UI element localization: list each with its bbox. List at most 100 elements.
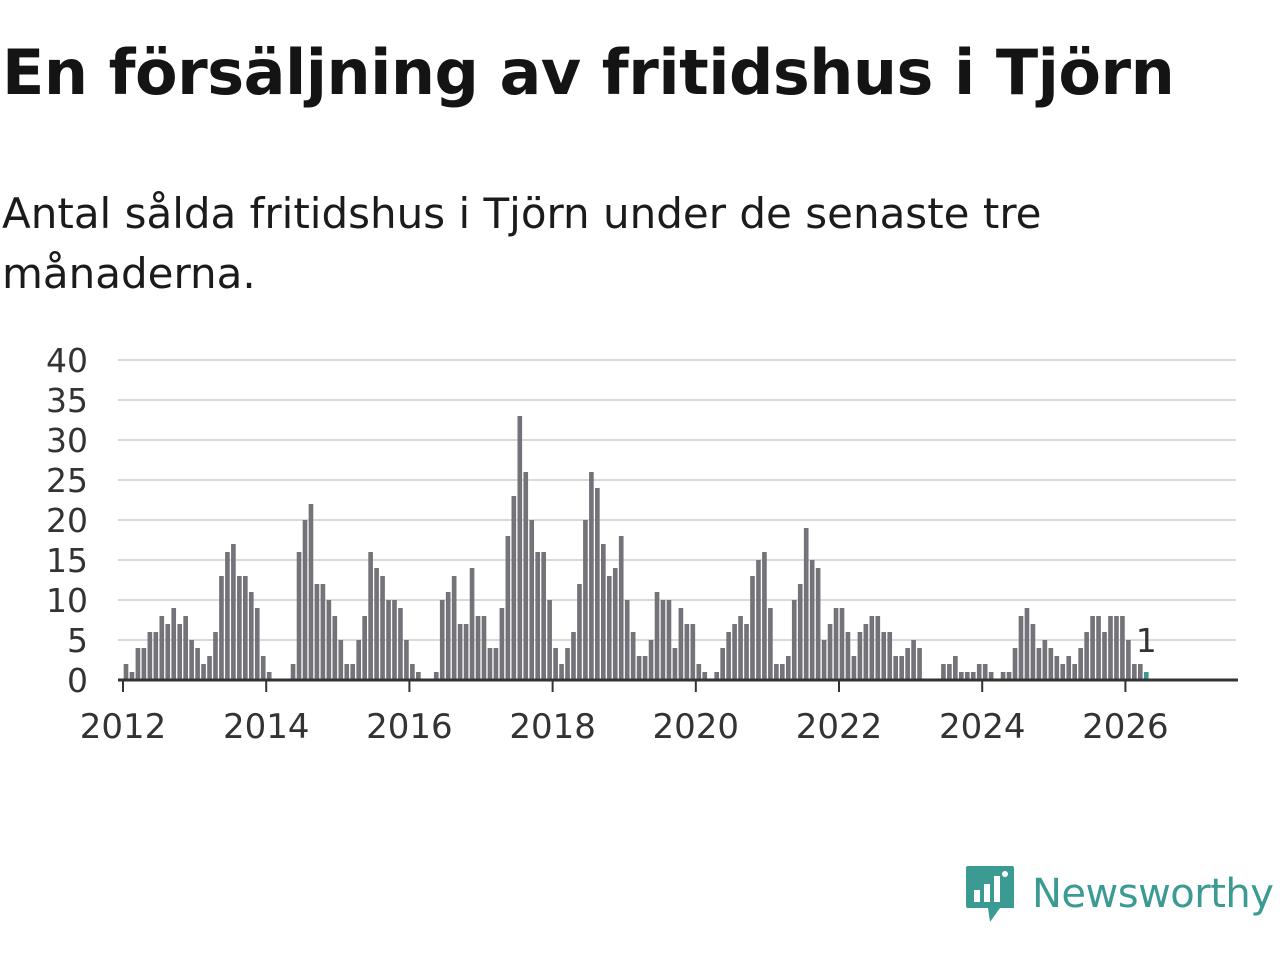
bar (875, 616, 881, 680)
bar (1066, 656, 1072, 680)
bar (147, 632, 153, 680)
chart-title: En försäljning av fritidshus i Tjörn (2, 36, 1175, 109)
bar (213, 632, 218, 680)
bar (756, 560, 761, 680)
bar (153, 632, 159, 680)
bar (1132, 664, 1137, 680)
bar (248, 592, 254, 680)
bar (589, 472, 594, 680)
bar (553, 648, 558, 680)
x-tick-label: 2026 (1082, 707, 1169, 747)
bar (833, 608, 839, 680)
bar (231, 544, 236, 680)
bar (481, 616, 487, 680)
newsworthy-logo: Newsworthy (964, 864, 1274, 924)
bar (642, 656, 648, 680)
bar (959, 672, 964, 680)
bar (302, 520, 308, 680)
bar (463, 624, 469, 680)
bar (606, 576, 612, 680)
bar (493, 648, 499, 680)
bar (970, 672, 976, 680)
bar (744, 624, 749, 680)
bar (392, 600, 397, 680)
bar (183, 616, 188, 680)
bar (529, 520, 535, 680)
bar (809, 560, 815, 680)
bar (899, 656, 904, 680)
bar (1042, 640, 1048, 680)
bar (1102, 632, 1107, 680)
bar (1138, 664, 1143, 680)
bar (207, 656, 212, 680)
bar (1120, 616, 1125, 680)
bar (791, 600, 797, 680)
bar (260, 656, 266, 680)
bar (451, 576, 457, 680)
bar (827, 624, 833, 680)
data-labels: 1 (1136, 621, 1157, 660)
bar (696, 664, 702, 680)
bar (195, 648, 200, 680)
bar (141, 648, 147, 680)
bar (863, 624, 869, 680)
bar (815, 568, 821, 680)
bar (571, 632, 576, 680)
bar (917, 648, 922, 680)
bar (320, 584, 326, 680)
bar (577, 584, 582, 680)
bar (1114, 616, 1119, 680)
bar (439, 600, 445, 680)
bar (1048, 648, 1054, 680)
bar (386, 600, 391, 680)
grid-lines (118, 359, 1236, 641)
bar (433, 672, 439, 680)
bar (953, 656, 958, 680)
bar (517, 416, 523, 680)
bar (362, 616, 367, 680)
bar (1024, 608, 1030, 680)
bar (636, 656, 642, 680)
bar (624, 600, 630, 680)
bar (404, 640, 409, 680)
bar (660, 600, 666, 680)
bar (523, 472, 529, 680)
bar (1108, 616, 1113, 680)
bar (1060, 664, 1066, 680)
bar (857, 632, 863, 680)
y-tick-label: 35 (46, 381, 88, 420)
bar (308, 504, 314, 680)
bar (266, 672, 272, 680)
bar (487, 648, 493, 680)
bar (1096, 616, 1101, 680)
y-tick-label: 10 (46, 581, 88, 620)
bar (630, 632, 636, 680)
bar (243, 576, 248, 680)
bar (296, 552, 302, 680)
bar (905, 648, 910, 680)
bar (398, 608, 403, 680)
x-tick-label: 2024 (939, 707, 1026, 747)
bar (374, 568, 379, 680)
bar (1018, 616, 1024, 680)
bar (290, 664, 296, 680)
bar (135, 648, 141, 680)
bar (1000, 672, 1006, 680)
bar (720, 648, 725, 680)
bar (648, 640, 654, 680)
bar (618, 536, 624, 680)
bar (368, 552, 373, 680)
bar (678, 608, 684, 680)
bar (851, 656, 857, 680)
bar (1036, 648, 1042, 680)
y-tick-label: 40 (46, 341, 88, 380)
bar (535, 552, 541, 680)
bar (845, 632, 851, 680)
bar (583, 520, 588, 680)
bar (666, 600, 672, 680)
x-tick-label: 2016 (366, 707, 453, 747)
bars (123, 416, 1149, 680)
x-tick-label: 2014 (223, 707, 310, 747)
bar (947, 664, 952, 680)
bar (237, 576, 242, 680)
